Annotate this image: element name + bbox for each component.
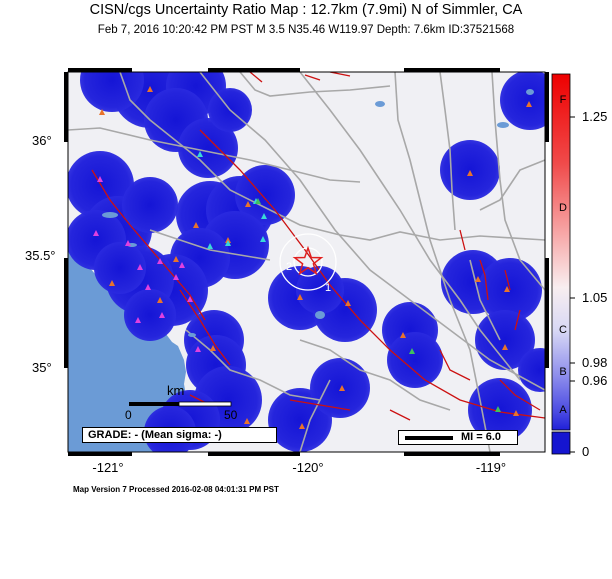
map-area: 2 1 [68,72,545,452]
grade-letter-b: B [559,366,567,378]
colorbar [551,73,575,455]
station-marker [157,258,163,264]
station-marker [400,332,406,338]
station-marker [193,222,199,228]
station-marker [261,213,267,219]
scale-start: 0 [125,408,132,422]
ocean-area [68,250,186,452]
colorbar-tick-1-25: 1.25 [582,109,608,124]
uncertainty-areas [68,72,545,452]
lat-label-35-5: 35.5° [25,248,56,263]
fault-lines [91,72,545,421]
station-marker [173,274,179,280]
colorbar-tick-1-05: 1.05 [582,290,608,305]
station-marker [297,294,303,300]
colorbar-tick-0-98: 0.98 [582,355,608,370]
lat-label-35: 35° [32,360,52,375]
grade-letter-d: D [559,202,567,214]
station-marker [502,344,508,350]
station-marker [504,286,510,292]
station-marker [245,201,251,207]
station-marker [339,385,345,391]
station-marker [173,256,179,262]
station-marker [207,243,213,249]
station-marker [513,410,519,416]
lat-label-36: 36° [32,133,52,148]
contour-label-1: 1 [325,282,331,294]
station-marker [137,264,143,270]
station-marker [255,198,261,204]
station-marker [93,230,99,236]
mi-legend-label: MI = 6.0 [461,431,502,443]
mi-legend-bar [405,436,453,440]
grade-letter-c: C [559,324,567,336]
processing-footer: Map Version 7 Processed 2016-02-08 04:01… [73,485,279,494]
station-marker [210,345,216,351]
station-marker [526,101,532,107]
grade-box: GRADE: - (Mean sigma: -) [82,427,277,443]
station-marker [475,276,481,282]
station-marker [195,346,201,352]
station-marker [225,240,231,246]
colorbar-tick-0: 0 [582,444,590,459]
mi-legend: MI = 6.0 [398,430,518,445]
station-marker [409,348,415,354]
seismic-stations [93,86,532,429]
station-marker [260,236,266,242]
station-marker [299,423,305,429]
station-marker [109,280,115,286]
station-marker [244,418,250,424]
scale-bar [129,401,232,407]
event-subtitle: Feb 7, 2016 10:20:42 PM PST M 3.5 N35.46… [97,24,515,36]
scale-unit: km [167,383,185,398]
station-marker [179,262,185,268]
colorbar-tick-0-96: 0.96 [582,373,608,388]
lakes [102,89,534,337]
station-marker [145,284,151,290]
lon-label-120: -120° [292,460,324,475]
station-marker [345,300,351,306]
station-marker [467,170,473,176]
station-marker [99,109,105,115]
station-marker [187,296,193,302]
contour-label-2: 2 [286,261,292,273]
station-marker [197,151,203,157]
station-marker [125,240,131,246]
grade-letter-a: A [559,404,567,416]
scale-end: 50 [224,408,238,422]
station-marker [147,86,153,92]
map-title: CISN/cgs Uncertainty Ratio Map : 12.7km … [89,2,523,18]
roads [68,72,545,452]
red-star-icon [292,245,324,276]
map-frame [64,68,549,456]
station-marker [159,312,165,318]
station-marker [495,406,501,412]
lon-label-119: -119° [475,460,507,475]
grade-letter-f: F [559,94,567,106]
station-marker [157,297,163,303]
lon-label-121: -121° [92,460,124,475]
station-marker [97,176,103,182]
station-marker [135,317,141,323]
